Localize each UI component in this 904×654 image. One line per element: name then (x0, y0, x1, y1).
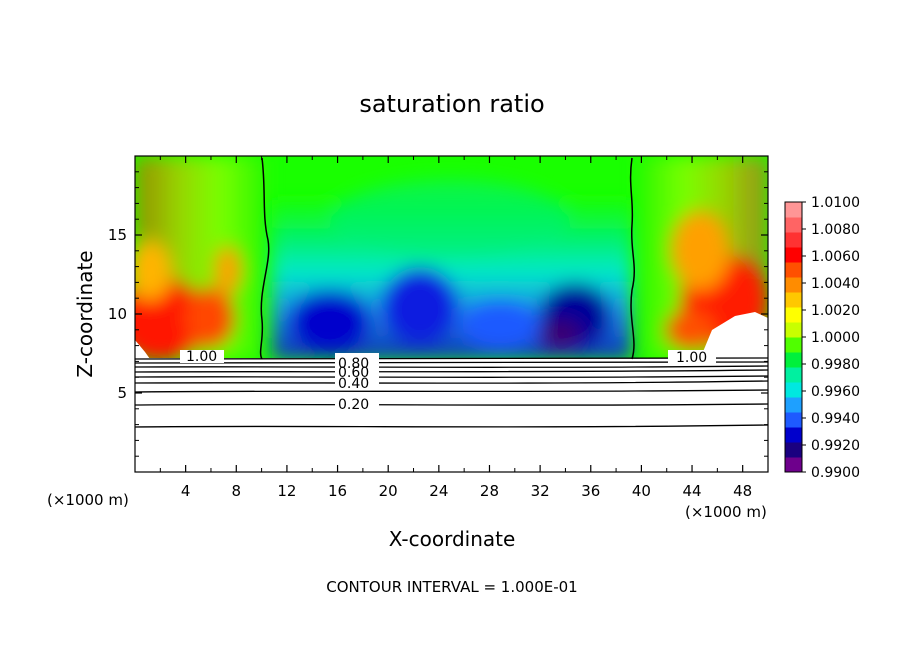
contour-label: 0.40 (338, 376, 369, 392)
colorbar-label: 0.9960 (811, 384, 860, 400)
contour-label: 1.00 (676, 350, 707, 366)
x-tick-label: 44 (682, 482, 701, 500)
colorbar-swatch (785, 352, 802, 368)
colorbar-swatch (785, 217, 802, 233)
colorbar-swatch (785, 322, 802, 338)
colorbar-label: 1.0000 (811, 330, 860, 346)
y-tick-label: 15 (108, 226, 127, 244)
x-tick-label: 36 (581, 482, 600, 500)
colorbar-label: 0.9980 (811, 357, 860, 373)
contour-label: 0.80 (338, 356, 369, 372)
colorbar-swatch (785, 262, 802, 278)
plot-area: 1.00 0.80 0.60 0.40 0.20 1.00 (135, 156, 768, 472)
contour-label: 1.00 (186, 349, 217, 365)
colorbar: 0.9900 0.9920 0.9940 0.9960 0.9980 1.0000 1.00… (784, 195, 860, 481)
colorbar-swatch (785, 442, 802, 458)
x-tick-label: 16 (328, 482, 347, 500)
x-tick-label: 12 (277, 482, 296, 500)
colorbar-label: 0.9920 (811, 438, 860, 454)
x-tick-label: 28 (480, 482, 499, 500)
x-axis: 4 8 12 16 20 24 28 32 36 40 44 48 (159, 156, 752, 500)
chart-title: saturation ratio (359, 90, 544, 118)
colorbar-label: 0.9940 (811, 411, 860, 427)
colorbar-swatch (785, 382, 802, 398)
colorbar-swatch (785, 397, 802, 413)
y-tick-label: 10 (108, 305, 127, 323)
colorbar-label: 1.0020 (811, 303, 860, 319)
x-unit-right: (×1000 m) (685, 503, 767, 521)
colorbar-label: 1.0080 (811, 222, 860, 238)
x-axis-label: X-coordinate (389, 527, 516, 551)
y-axis: 5 10 15 (108, 171, 768, 457)
colorbar-swatch (785, 232, 802, 248)
x-tick-label: 40 (632, 482, 651, 500)
colorbar-swatch (785, 202, 802, 218)
x-tick-label: 4 (181, 482, 191, 500)
contour-interval-note: CONTOUR INTERVAL = 1.000E-01 (326, 578, 577, 596)
colorbar-swatch (785, 292, 802, 308)
colorbar-label: 1.0040 (811, 276, 860, 292)
colorbar-swatch (785, 247, 802, 263)
colorbar-swatch (785, 412, 802, 428)
x-tick-label: 20 (379, 482, 398, 500)
colorbar-label: 0.9900 (811, 465, 860, 481)
x-tick-label: 32 (531, 482, 550, 500)
colorbar-swatch (785, 307, 802, 323)
x-tick-label: 24 (429, 482, 448, 500)
x-tick-label: 8 (232, 482, 242, 500)
colorbar-label: 1.0060 (811, 249, 860, 265)
y-tick-label: 5 (117, 384, 127, 402)
x-tick-label: 48 (733, 482, 752, 500)
colorbar-swatch (785, 367, 802, 383)
colorbar-swatch (785, 337, 802, 353)
x-unit-left: (×1000 m) (47, 491, 129, 509)
colorbar-swatch (785, 427, 802, 443)
colorbar-swatch (785, 457, 802, 473)
contour-label: 0.60 (338, 365, 369, 381)
colorbar-label: 1.0100 (811, 195, 860, 211)
y-axis-label: Z-coordinate (73, 250, 97, 377)
colorbar-swatch (785, 277, 802, 293)
contour-label: 0.20 (338, 397, 369, 413)
